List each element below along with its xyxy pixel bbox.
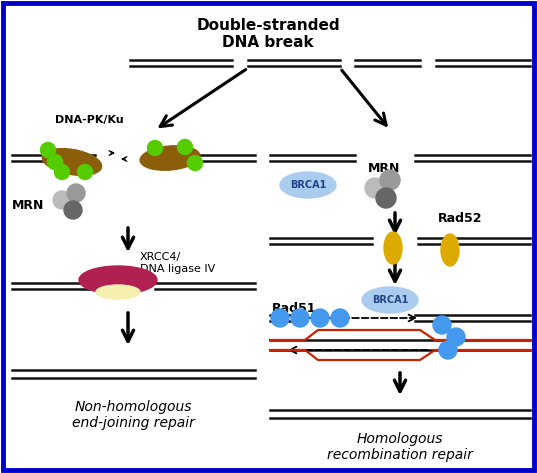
Text: MRN: MRN [368,161,401,175]
Circle shape [40,142,55,158]
Circle shape [67,184,85,202]
Ellipse shape [96,285,140,299]
Ellipse shape [384,232,402,264]
Circle shape [439,341,457,359]
Circle shape [291,309,309,327]
Text: Double-stranded
DNA break: Double-stranded DNA break [196,18,340,51]
Ellipse shape [140,146,200,170]
Circle shape [178,140,192,155]
Text: BRCA1: BRCA1 [290,180,326,190]
Circle shape [376,188,396,208]
Text: XRCC4/
DNA ligase IV: XRCC4/ DNA ligase IV [140,252,215,273]
Text: Homologous
recombination repair: Homologous recombination repair [327,432,473,462]
Text: Rad52: Rad52 [438,211,483,225]
Text: Non-homologous
end-joining repair: Non-homologous end-joining repair [71,400,194,430]
Ellipse shape [441,234,459,266]
Text: BRCA1: BRCA1 [372,295,408,305]
Circle shape [433,316,451,334]
Circle shape [331,309,349,327]
Circle shape [64,201,82,219]
Ellipse shape [280,172,336,198]
Text: MRN: MRN [12,199,45,211]
Circle shape [311,309,329,327]
Circle shape [148,140,163,156]
Circle shape [380,170,400,190]
Circle shape [77,165,92,179]
Circle shape [447,328,465,346]
Ellipse shape [362,287,418,313]
Ellipse shape [42,149,101,175]
Text: Rad51: Rad51 [272,301,316,315]
Circle shape [271,309,289,327]
Text: DNA-PK/Ku: DNA-PK/Ku [55,115,124,125]
Circle shape [187,156,202,170]
Circle shape [47,155,62,169]
Circle shape [54,165,69,179]
Circle shape [365,178,385,198]
Ellipse shape [79,266,157,294]
Circle shape [53,191,71,209]
